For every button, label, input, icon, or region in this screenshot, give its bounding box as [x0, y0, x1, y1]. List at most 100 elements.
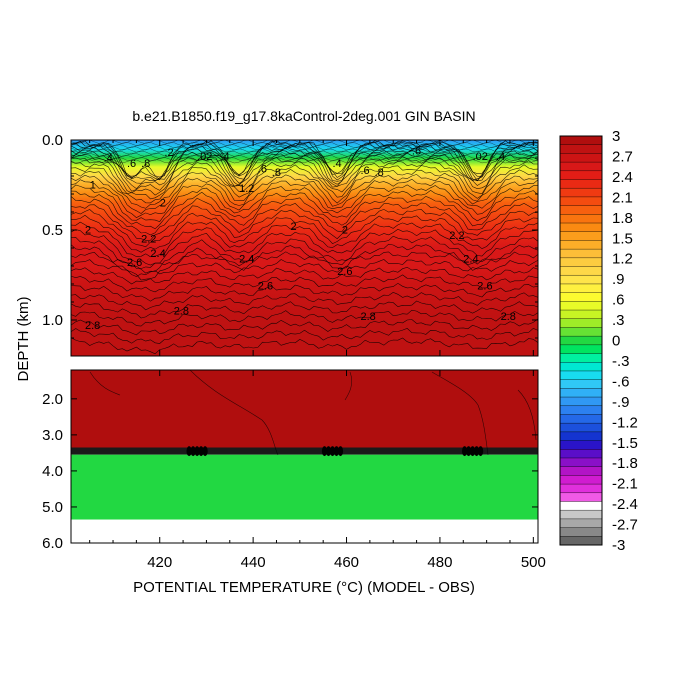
- contour-label: .6: [258, 163, 267, 175]
- colorbar-swatch: [560, 449, 602, 459]
- lower-temperature-field: [71, 370, 538, 543]
- colorbar-swatch: [560, 440, 602, 450]
- contour-blob: [466, 446, 472, 457]
- contour-blob: [470, 446, 476, 457]
- x-tick-label: 500: [521, 554, 546, 571]
- depth-band: [71, 519, 538, 543]
- chart-title: b.e21.B1850.f19_g17.8kaControl-2deg.001 …: [132, 108, 475, 124]
- contour-blob: [190, 446, 196, 457]
- contour-label: 2: [342, 225, 348, 237]
- contour-label: 2.4: [463, 253, 478, 265]
- x-tick-label: 480: [427, 554, 452, 571]
- colorbar-swatch: [560, 518, 602, 528]
- colorbar-swatch: [560, 536, 602, 546]
- y-tick-label: 1.0: [42, 312, 63, 329]
- colorbar-swatch: [560, 362, 602, 372]
- colorbar-label: 3: [612, 128, 620, 145]
- colorbar-label: -.3: [612, 353, 630, 370]
- y-axis-label: DEPTH (km): [15, 297, 32, 382]
- y-tick-label: 0.5: [42, 222, 63, 239]
- contour-blob: [325, 446, 332, 457]
- colorbar-label: .6: [612, 292, 625, 309]
- colorbar-swatch: [560, 136, 602, 146]
- contour-label: 2.4: [239, 253, 254, 265]
- colorbar-swatch: [560, 240, 602, 250]
- contour-label: 2.8: [501, 311, 516, 323]
- depth-band: [71, 370, 538, 448]
- colorbar-label: -2.1: [612, 476, 638, 493]
- colorbar-swatch: [560, 397, 602, 407]
- contour-label: 2.2: [141, 234, 156, 246]
- colorbar-swatch: [560, 405, 602, 415]
- colorbar-label: 2.7: [612, 148, 633, 165]
- lower-panel-frame: [70, 369, 539, 544]
- colorbar-swatch: [560, 257, 602, 267]
- contour-label: .02: [197, 151, 212, 163]
- x-tick-label: 420: [147, 554, 172, 571]
- contour-blob: [462, 446, 468, 457]
- contour-label: 2.8: [85, 320, 100, 332]
- y-tick-label: 2.0: [42, 391, 63, 408]
- contour-blob: [337, 446, 344, 457]
- colorbar-swatch: [560, 388, 602, 398]
- y-tick-label: 4.0: [42, 463, 63, 480]
- colorbar-label: -.6: [612, 373, 630, 390]
- contour-blob: [321, 446, 328, 457]
- colorbar: 3 2.7 2.4 2.1 1.8 1.5 1.2 .9 .6 .3 0 -.3 -.6 -.9 -1.2 -…: [559, 128, 638, 554]
- contour-label: .4: [333, 158, 342, 170]
- lower-y-axis: 2.0 3.0 4.0 5.0 6.0: [42, 391, 538, 552]
- y-tick-label: 5.0: [42, 499, 63, 516]
- colorbar-swatch: [560, 266, 602, 276]
- contour-label: 2: [85, 225, 91, 237]
- colorbar-label: .9: [612, 271, 625, 288]
- colorbar-swatch: [560, 370, 602, 381]
- colorbar-swatch: [560, 318, 602, 328]
- contour-label: .8: [375, 167, 384, 179]
- colorbar-swatch: [560, 283, 602, 294]
- colorbar-swatch: [560, 144, 602, 154]
- upper-temperature-field: [71, 140, 538, 356]
- contour-label: 2.6: [337, 266, 352, 278]
- colorbar-swatch: [560, 214, 602, 224]
- contour-label: .8: [141, 158, 150, 170]
- colorbar-label: 1.2: [612, 251, 633, 268]
- colorbar-swatch: [560, 431, 602, 441]
- colorbar-swatch: [560, 310, 602, 320]
- y-tick-label: 0.0: [42, 132, 63, 149]
- colorbar-swatch: [560, 492, 602, 502]
- x-tick-label: 440: [241, 554, 266, 571]
- contour-blob: [329, 446, 336, 457]
- colorbar-swatch: [560, 231, 602, 241]
- colorbar-swatch: [560, 414, 602, 424]
- colorbar-swatch: [560, 379, 602, 389]
- colorbar-label: .3: [612, 312, 625, 329]
- contour-label: .02: [473, 151, 488, 163]
- colorbar-swatch: [560, 327, 602, 337]
- colorbar-swatch: [560, 249, 602, 259]
- colorbar-swatch: [560, 501, 602, 511]
- colorbar-swatch: [560, 344, 602, 354]
- contour-label: .8: [272, 167, 281, 179]
- colorbar-label: 0: [612, 333, 620, 350]
- colorbar-swatch: [560, 292, 602, 302]
- contour-label: .4: [104, 153, 113, 165]
- contour-blob: [478, 446, 484, 457]
- colorbar-swatch: [560, 423, 602, 433]
- colorbar-swatch: [560, 527, 602, 537]
- x-axis-label: POTENTIAL TEMPERATURE (°C) (MODEL - OBS): [133, 579, 475, 596]
- colorbar-label: 2.4: [612, 169, 633, 186]
- contour-blob: [202, 446, 208, 457]
- contour-label: 1.2: [239, 183, 254, 195]
- colorbar-label: -2.7: [612, 517, 638, 534]
- contour-label: .2: [164, 147, 173, 159]
- colorbar-swatch: [560, 153, 602, 163]
- colorbar-label: 2.1: [612, 189, 633, 206]
- upper-y-axis: 0.0 0.5 1.0: [42, 132, 538, 339]
- colorbar-label: -1.8: [612, 455, 638, 472]
- contour-label: .4: [220, 151, 229, 163]
- colorbar-swatch: [560, 196, 602, 207]
- colorbar-swatch: [560, 162, 602, 172]
